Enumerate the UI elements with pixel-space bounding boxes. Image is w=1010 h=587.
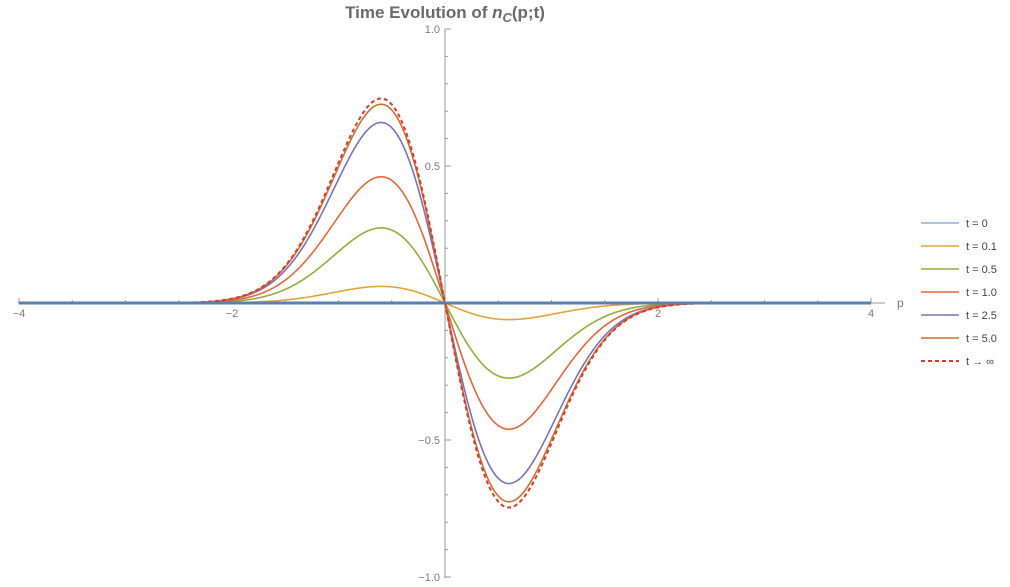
legend-item: t = 0.5 — [921, 264, 997, 276]
legend-item: t = 2.5 — [921, 310, 997, 322]
y-ticks: 1.0 0.5 −0.5 −1.0 — [418, 24, 451, 584]
chart-title-symbol: n — [492, 3, 502, 22]
legend-item: t = 0.1 — [921, 241, 997, 253]
legend-item: t = 5.0 — [921, 333, 997, 345]
legend: t = 0 t = 0.1 t = 0.5 t = 1.0 t = 2.5 t = 5.0… — [921, 218, 997, 368]
x-tick-label: 2 — [655, 308, 661, 320]
y-tick-label: −0.5 — [418, 435, 440, 447]
legend-item: t → ∞ — [921, 356, 994, 368]
y-tick-label: 0.5 — [425, 161, 440, 173]
legend-item: t = 0 — [921, 218, 988, 230]
chart-title-prefix: Time Evolution of — [345, 3, 492, 22]
y-tick-label: 1.0 — [425, 24, 440, 36]
chart-title-suffix: (p;t) — [512, 3, 545, 22]
legend-label: t = 2.5 — [966, 310, 997, 322]
chart-title: Time Evolution of nC(p;t) — [345, 3, 545, 25]
legend-item: t = 1.0 — [921, 287, 997, 299]
legend-label: t = 5.0 — [966, 333, 997, 345]
legend-label: t = 1.0 — [966, 287, 997, 299]
x-tick-label: 4 — [868, 308, 874, 320]
legend-label: t = 0.5 — [966, 264, 997, 276]
chart-title-subscript: C — [503, 10, 513, 25]
x-tick-label: −2 — [226, 308, 239, 320]
legend-label: t → ∞ — [966, 356, 994, 368]
legend-label: t = 0.1 — [966, 241, 997, 253]
y-tick-label: −1.0 — [418, 572, 440, 584]
x-axis-label: p — [897, 296, 904, 310]
x-tick-label: −4 — [13, 308, 26, 320]
legend-label: t = 0 — [966, 218, 988, 230]
